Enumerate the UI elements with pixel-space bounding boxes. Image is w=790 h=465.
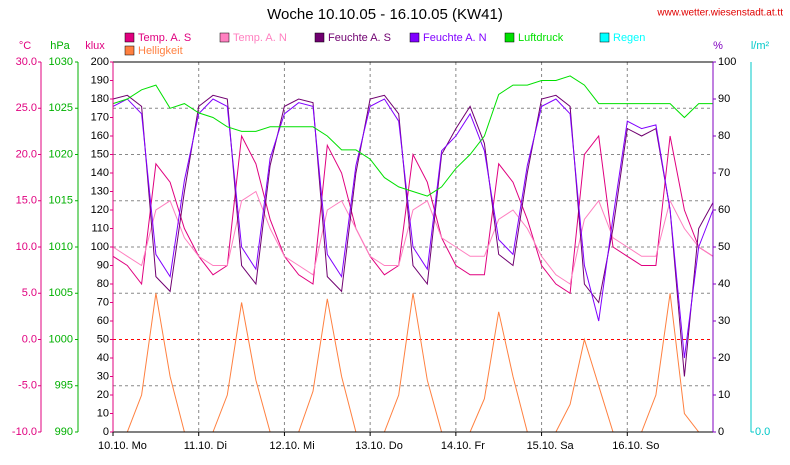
tick-label: 80 [97,278,109,290]
tick-label: 100 [718,56,736,68]
tick-label: 1010 [49,241,73,253]
legend-swatch [409,32,420,43]
legend-label: Helligkeit [138,45,183,57]
series-line [112,134,714,295]
tick-label: 0.0 [755,426,770,438]
tick-label: 30 [718,315,730,327]
legend-swatch [504,32,515,43]
x-tick-label: 15.10. Sa [527,440,575,452]
tick-label: 10.0 [16,241,37,253]
tick-label: 110 [91,222,109,234]
tick-label: 990 [55,426,73,438]
tick-label: 1000 [49,333,73,345]
tick-label: 190 [91,74,109,86]
legend-swatch [219,32,230,43]
tick-label: 150 [91,148,109,160]
tick-label: 0.0 [22,333,37,345]
tick-label: 20.0 [16,148,37,160]
series-line [112,190,714,285]
x-tick-label: 10.10. Mo [98,440,147,452]
series-line [112,98,714,359]
tick-label: 40 [97,352,109,364]
tick-label: -10.0 [12,426,37,438]
tick-label: 0 [718,426,724,438]
tick-label: 20 [718,352,730,364]
tick-label: 140 [91,167,109,179]
chart-title: Woche 10.10.05 - 16.10.05 (KW41) [267,6,503,23]
legend-label: Temp. A. S [138,32,191,44]
tick-label: 70 [97,296,109,308]
series-line [113,293,713,433]
tick-label: 80 [718,130,730,142]
tick-label: 30 [97,370,109,382]
tick-label: -5.0 [18,380,37,392]
x-tick-label: 16.10. So [612,440,659,452]
tick-label: 40 [718,278,730,290]
x-tick-label: 13.10. Do [355,440,403,452]
x-tick-label: 14.10. Fr [441,440,485,452]
axis-title: l/m² [751,40,770,52]
tick-label: 1020 [49,148,73,160]
tick-label: 1015 [49,195,73,207]
tick-label: 5.0 [22,287,37,299]
tick-label: 120 [91,204,109,216]
tick-label: 100 [91,241,109,253]
tick-label: 50 [97,333,109,345]
tick-label: 995 [55,380,73,392]
tick-label: 20 [97,389,109,401]
tick-label: 10 [718,389,730,401]
tick-label: 130 [91,185,109,197]
source: www.wetter.wiesenstadt.at.tt [656,8,783,19]
tick-label: 30.0 [16,56,37,68]
axis-title: % [713,40,723,52]
tick-label: 90 [97,259,109,271]
x-tick-label: 11.10. Di [184,440,227,452]
tick-label: 1025 [49,102,73,114]
legend-swatch [124,32,135,43]
legend-label: Luftdruck [518,32,564,44]
tick-label: 1005 [49,287,73,299]
legend-swatch [124,45,135,56]
tick-label: 60 [718,204,730,216]
tick-label: 170 [91,111,109,123]
legend-label: Regen [613,32,645,44]
legend-label: Feuchte A. N [423,32,487,44]
tick-label: 1030 [49,56,73,68]
tick-label: 160 [91,130,109,142]
tick-label: 180 [91,93,109,105]
tick-label: 70 [718,167,730,179]
tick-label: 15.0 [16,195,37,207]
tick-label: 200 [91,56,109,68]
legend-label: Feuchte A. S [328,32,391,44]
legend-label: Temp. A. N [233,32,287,44]
axis-title: hPa [50,40,70,52]
axis-title: °C [19,40,31,52]
tick-label: 0 [103,426,109,438]
tick-label: 90 [718,93,730,105]
tick-label: 25.0 [16,102,37,114]
tick-label: 50 [718,241,730,253]
series-line [112,75,713,197]
x-tick-label: 12.10. Mi [269,440,314,452]
legend-swatch [599,32,610,43]
legend-swatch [314,32,325,43]
tick-label: 10 [97,407,109,419]
axis-title: klux [85,40,105,52]
series-line [112,94,714,377]
tick-label: 60 [97,315,109,327]
